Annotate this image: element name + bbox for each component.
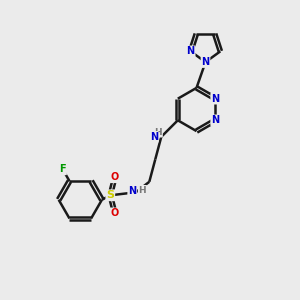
Text: H: H [154,128,162,137]
Text: O: O [111,172,119,182]
Text: N: N [211,94,219,104]
Text: S: S [106,190,114,200]
Text: N: N [187,46,195,56]
Text: H: H [139,186,146,195]
Text: N: N [150,132,158,142]
Text: N: N [128,186,136,196]
Text: O: O [111,208,119,218]
Text: N: N [201,57,210,67]
Text: F: F [59,164,66,174]
Text: N: N [211,115,219,125]
